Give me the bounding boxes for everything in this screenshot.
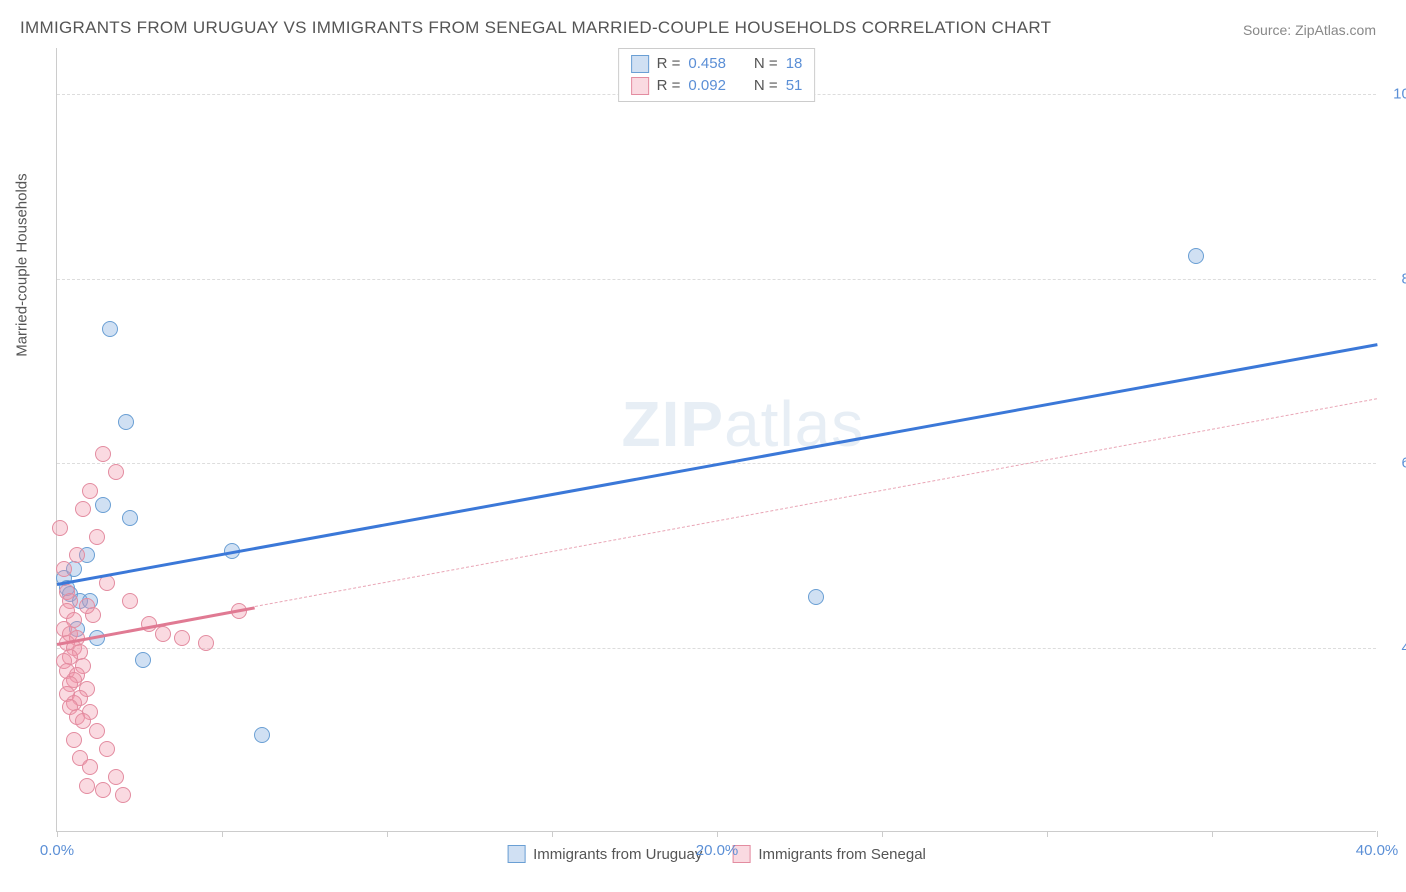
legend-row: R = 0.458 N = 18: [631, 53, 803, 75]
scatter-point-senegal: [79, 778, 95, 794]
scatter-point-senegal: [89, 529, 105, 545]
scatter-point-senegal: [75, 501, 91, 517]
scatter-point-senegal: [99, 741, 115, 757]
scatter-point-senegal: [155, 626, 171, 642]
scatter-point-uruguay: [122, 510, 138, 526]
y-tick-label: 100.0%: [1384, 86, 1406, 103]
legend-r-label: R =: [657, 75, 681, 97]
source-label: Source: ZipAtlas.com: [1243, 22, 1376, 38]
legend-series-label: Immigrants from Uruguay: [533, 846, 702, 863]
scatter-point-senegal: [79, 598, 95, 614]
scatter-point-uruguay: [102, 321, 118, 337]
gridline-horizontal: [57, 648, 1376, 649]
y-tick-label: 60.0%: [1384, 455, 1406, 472]
chart-area: ZIPatlas R =0.458N =18R =0.092N =51 Immi…: [56, 48, 1376, 832]
scatter-point-uruguay: [118, 414, 134, 430]
x-tick-mark: [57, 831, 58, 837]
legend-swatch-icon: [507, 845, 525, 863]
legend-correlation: R = 0.458 N = 18 R = 0.092 N = 51: [618, 48, 816, 102]
scatter-point-senegal: [82, 759, 98, 775]
legend-r-value: 0.458: [688, 53, 726, 75]
x-tick-mark: [717, 831, 718, 837]
legend-swatch-icon: [631, 55, 649, 73]
scatter-point-senegal: [89, 723, 105, 739]
scatter-point-senegal: [66, 732, 82, 748]
scatter-point-senegal: [56, 561, 72, 577]
trend-line-senegal: [255, 399, 1377, 608]
gridline-horizontal: [57, 279, 1376, 280]
y-tick-label: 40.0%: [1384, 639, 1406, 656]
scatter-point-senegal: [115, 787, 131, 803]
scatter-point-senegal: [82, 483, 98, 499]
legend-r-value: 0.092: [688, 75, 726, 97]
scatter-point-senegal: [174, 630, 190, 646]
x-minor-tick: [1047, 831, 1048, 837]
scatter-point-uruguay: [808, 589, 824, 605]
x-tick-label: 40.0%: [1356, 842, 1399, 859]
x-minor-tick: [1212, 831, 1213, 837]
scatter-point-uruguay: [254, 727, 270, 743]
legend-series-item: Immigrants from Senegal: [732, 845, 926, 863]
x-tick-label: 20.0%: [696, 842, 739, 859]
legend-r-label: R =: [657, 53, 681, 75]
legend-n-label: N =: [754, 75, 778, 97]
scatter-point-uruguay: [95, 497, 111, 513]
x-minor-tick: [552, 831, 553, 837]
scatter-point-uruguay: [135, 652, 151, 668]
y-axis-title: Married-couple Households: [14, 173, 31, 356]
legend-n-label: N =: [754, 53, 778, 75]
watermark-zip: ZIP: [622, 388, 725, 460]
legend-n-value: 51: [786, 75, 803, 97]
scatter-point-senegal: [198, 635, 214, 651]
x-minor-tick: [882, 831, 883, 837]
scatter-point-senegal: [95, 446, 111, 462]
legend-row: R = 0.092 N = 51: [631, 75, 803, 97]
legend-swatch-icon: [631, 77, 649, 95]
scatter-point-senegal: [122, 593, 138, 609]
scatter-point-senegal: [108, 769, 124, 785]
x-tick-mark: [1377, 831, 1378, 837]
legend-series-label: Immigrants from Senegal: [758, 846, 926, 863]
x-minor-tick: [222, 831, 223, 837]
scatter-point-senegal: [108, 464, 124, 480]
x-tick-label: 0.0%: [40, 842, 74, 859]
x-minor-tick: [387, 831, 388, 837]
watermark: ZIPatlas: [622, 387, 865, 461]
y-tick-label: 80.0%: [1384, 270, 1406, 287]
scatter-point-senegal: [69, 547, 85, 563]
trend-line-uruguay: [57, 343, 1378, 586]
scatter-point-senegal: [95, 782, 111, 798]
scatter-point-senegal: [52, 520, 68, 536]
legend-n-value: 18: [786, 53, 803, 75]
scatter-point-uruguay: [1188, 248, 1204, 264]
legend-series-item: Immigrants from Uruguay: [507, 845, 702, 863]
chart-title: IMMIGRANTS FROM URUGUAY VS IMMIGRANTS FR…: [20, 18, 1051, 38]
